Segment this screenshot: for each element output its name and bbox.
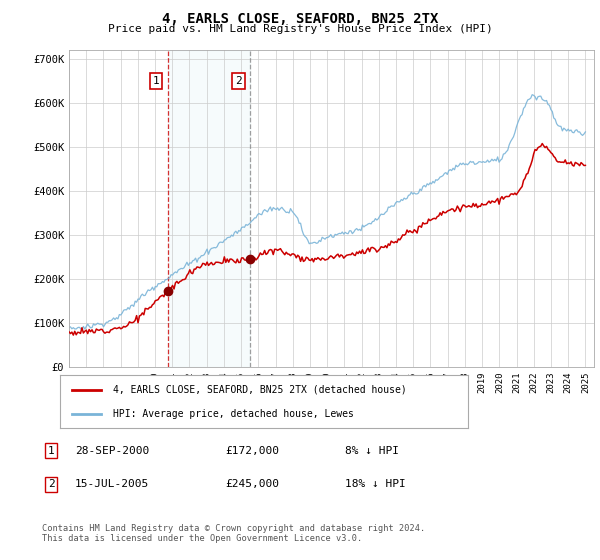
Text: 18% ↓ HPI: 18% ↓ HPI: [345, 479, 406, 489]
Text: 4, EARLS CLOSE, SEAFORD, BN25 2TX (detached house): 4, EARLS CLOSE, SEAFORD, BN25 2TX (detac…: [113, 385, 407, 395]
Text: Price paid vs. HM Land Registry's House Price Index (HPI): Price paid vs. HM Land Registry's House …: [107, 24, 493, 34]
Text: 1: 1: [152, 76, 160, 86]
Text: HPI: Average price, detached house, Lewes: HPI: Average price, detached house, Lewe…: [113, 409, 354, 419]
Text: 2: 2: [47, 479, 55, 489]
Text: 4, EARLS CLOSE, SEAFORD, BN25 2TX: 4, EARLS CLOSE, SEAFORD, BN25 2TX: [162, 12, 438, 26]
Text: £245,000: £245,000: [225, 479, 279, 489]
Text: £172,000: £172,000: [225, 446, 279, 456]
Text: 2: 2: [235, 76, 242, 86]
Text: 1: 1: [47, 446, 55, 456]
Text: 28-SEP-2000: 28-SEP-2000: [75, 446, 149, 456]
Text: Contains HM Land Registry data © Crown copyright and database right 2024.
This d: Contains HM Land Registry data © Crown c…: [42, 524, 425, 543]
Text: 15-JUL-2005: 15-JUL-2005: [75, 479, 149, 489]
Text: 8% ↓ HPI: 8% ↓ HPI: [345, 446, 399, 456]
Bar: [168, 50, 250, 367]
